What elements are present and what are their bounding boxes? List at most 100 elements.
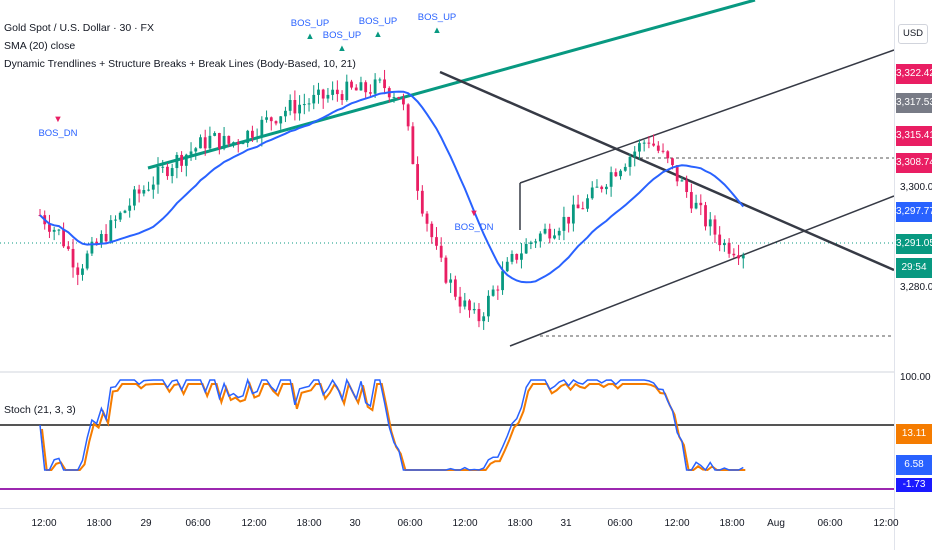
candle-body	[543, 228, 547, 234]
candle-body	[109, 220, 113, 242]
candle-body	[402, 98, 405, 105]
candle-body	[647, 142, 651, 144]
price-label: 3,297.77	[896, 202, 932, 222]
candle-body	[586, 198, 589, 209]
candle-body	[727, 242, 731, 254]
candle-body	[590, 187, 594, 199]
stoch-label: 100.00	[900, 372, 931, 383]
candle-body	[326, 94, 330, 99]
stoch-label: -1.73	[896, 478, 932, 492]
candle-body	[444, 257, 448, 283]
candle-body	[48, 224, 51, 232]
candle-body	[345, 81, 349, 101]
channel-upper-line	[519, 49, 895, 184]
candle-body	[737, 255, 740, 259]
candle-body	[118, 212, 122, 220]
bos-up-arrow-icon: ▲	[337, 43, 347, 54]
stoch-label: 13.11	[896, 424, 932, 444]
stoch-legend[interactable]: Stoch (21, 3, 3)	[4, 404, 76, 416]
candle-body	[491, 289, 495, 296]
candle-body	[671, 158, 674, 166]
candle-body	[364, 82, 368, 93]
candle-body	[529, 242, 533, 244]
channel-lower-line	[509, 195, 895, 347]
candle-body	[595, 186, 599, 188]
time-axis[interactable]	[0, 508, 894, 551]
candle-body	[312, 94, 316, 104]
bos-down-arrow-icon: ▼	[53, 114, 63, 125]
candle-body	[732, 253, 736, 256]
time-tick: 06:00	[397, 518, 423, 529]
time-tick: 12:00	[31, 518, 57, 529]
candle-body	[99, 233, 103, 245]
candle-body	[487, 295, 490, 317]
bos-up-arrow-icon: ▲	[305, 31, 315, 42]
candle-body	[232, 142, 235, 144]
candle-body	[538, 233, 542, 242]
candle-body	[137, 189, 141, 194]
indicator-legend[interactable]: Dynamic Trendlines + Structure Breaks + …	[4, 58, 356, 70]
symbol-legend[interactable]: Gold Spot / U.S. Dollar · 30 · FX	[4, 22, 154, 34]
candle-body	[468, 300, 471, 311]
price-label: 3,291.05	[896, 234, 932, 254]
candle-body	[425, 213, 429, 224]
candle-body	[553, 235, 556, 239]
candle-body	[661, 150, 665, 152]
candle-body	[741, 255, 745, 259]
candle-body	[397, 97, 401, 99]
candle-body	[269, 117, 273, 122]
candle-body	[477, 308, 481, 322]
candle-body	[203, 137, 207, 149]
candle-body	[562, 216, 566, 231]
sma-legend[interactable]: SMA (20) close	[4, 40, 76, 52]
uptrend-line	[147, 0, 756, 170]
candle-body	[383, 79, 386, 89]
price-label: 29:54	[896, 258, 932, 278]
candle-body	[708, 219, 712, 227]
candle-body	[548, 228, 552, 239]
sma-line	[39, 90, 745, 284]
candle-body	[180, 154, 183, 166]
candle-body	[302, 104, 306, 106]
candle-body	[85, 253, 89, 269]
candle-body	[151, 184, 155, 190]
candle-body	[298, 104, 301, 114]
candle-body	[217, 133, 221, 149]
candle-body	[317, 89, 320, 95]
candle-body	[628, 156, 632, 167]
currency-button[interactable]: USD	[898, 24, 928, 44]
candle-body	[718, 234, 722, 246]
candle-body	[567, 216, 571, 224]
candle-body	[675, 165, 679, 182]
time-tick: 18:00	[296, 518, 322, 529]
candle-body	[194, 148, 198, 152]
candle-body	[510, 253, 514, 262]
candle-body	[642, 142, 646, 144]
candle-body	[420, 190, 424, 214]
candle-body	[133, 189, 136, 206]
candle-body	[208, 135, 212, 149]
candle-body	[236, 142, 240, 145]
candle-body	[505, 261, 509, 272]
candle-body	[321, 89, 325, 99]
candle-body	[723, 242, 726, 246]
candle-body	[90, 241, 94, 254]
candle-body	[354, 87, 358, 91]
time-tick: 29	[140, 518, 152, 529]
bos-label: BOS_DN	[454, 222, 494, 233]
trendlines-layer	[147, 0, 895, 347]
candle-body	[213, 133, 217, 136]
time-tick: 12:00	[664, 518, 690, 529]
bos-label: BOS_UP	[290, 18, 330, 29]
candle-body	[576, 204, 580, 209]
candle-body	[699, 202, 703, 206]
candle-body	[260, 119, 264, 137]
candle-body	[524, 243, 528, 254]
candle-body	[161, 166, 165, 168]
candle-body	[373, 79, 377, 94]
candle-body	[458, 296, 462, 307]
candle-body	[331, 89, 335, 95]
candle-body	[435, 237, 438, 246]
bos-label: BOS_DN	[38, 128, 78, 139]
